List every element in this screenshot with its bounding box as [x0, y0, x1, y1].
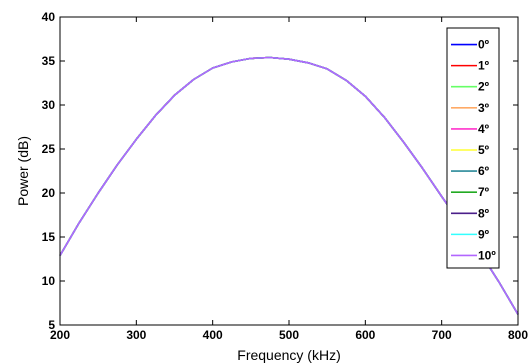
legend-label-2: 2º [478, 80, 490, 94]
legend-box [446, 27, 500, 269]
x-tick-label: 700 [432, 328, 452, 342]
legend-label-1: 1º [478, 59, 490, 73]
plot-frame [59, 16, 519, 326]
y-tick-label: 20 [42, 186, 56, 200]
x-tick-label: 200 [50, 328, 70, 342]
legend-label-8: 8º [478, 206, 490, 220]
y-tick-label: 30 [42, 98, 56, 112]
legend-label-3: 3º [478, 101, 490, 115]
x-tick-label: 300 [126, 328, 146, 342]
legend-label-5: 5º [478, 143, 490, 157]
series-group [59, 56, 519, 315]
y-tick-label: 35 [42, 54, 56, 68]
x-tick-label: 600 [355, 328, 375, 342]
legend-label-4: 4º [478, 122, 490, 136]
x-tick-label: 500 [279, 328, 299, 342]
x-tick-label: 800 [508, 328, 528, 342]
legend-label-7: 7º [478, 185, 490, 199]
y-tick-label: 10 [42, 274, 56, 288]
y-tick-label: 25 [42, 142, 56, 156]
legend-label-10: 10º [478, 248, 496, 262]
y-tick-label: 5 [48, 318, 55, 332]
legend-label-0: 0º [478, 38, 490, 52]
legend: 0º 1º 2º 3º 4º 5º 6º 7º 8º 9º 10º [446, 27, 500, 269]
y-tick-label: 15 [42, 230, 56, 244]
legend-label-6: 6º [478, 164, 490, 178]
y-axis-title: Power (dB) [15, 136, 31, 206]
x-tick-label: 400 [203, 328, 223, 342]
series-line-10 [59, 56, 519, 315]
plot-area [60, 17, 518, 325]
x-axis-title: Frequency (kHz) [237, 347, 340, 363]
ticks-group: 200 300 400 500 600 700 800 5 10 15 20 25 30 35 40 [42, 10, 529, 342]
legend-label-9: 9º [478, 227, 490, 241]
y-tick-label: 40 [42, 10, 56, 24]
